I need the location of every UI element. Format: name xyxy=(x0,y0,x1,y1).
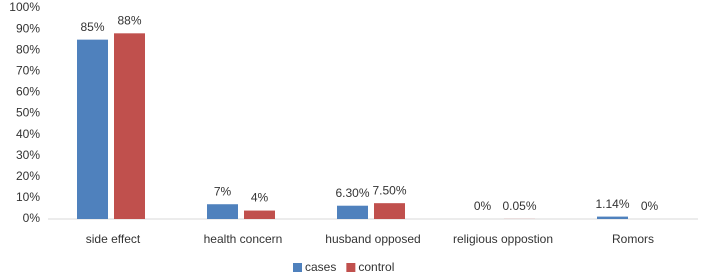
y-tick-label: 90% xyxy=(16,21,40,35)
y-tick-label: 30% xyxy=(16,148,40,162)
bar xyxy=(207,204,238,219)
y-tick-label: 10% xyxy=(16,190,40,204)
y-tick-label: 40% xyxy=(16,127,40,141)
y-tick-label: 60% xyxy=(16,85,40,99)
value-label: 6.30% xyxy=(335,186,369,200)
bar xyxy=(114,33,145,219)
legend-swatch xyxy=(346,263,355,272)
bar xyxy=(597,217,628,219)
value-label: 7.50% xyxy=(372,183,406,197)
value-label: 0% xyxy=(474,199,492,213)
bar xyxy=(77,40,108,219)
x-tick-label: side effect xyxy=(86,232,141,246)
x-tick-label: health concern xyxy=(204,232,283,246)
x-tick-label: Romors xyxy=(612,232,654,246)
x-tick-label: religious oppostion xyxy=(453,232,553,246)
value-label: 7% xyxy=(214,184,232,198)
value-label: 0.05% xyxy=(502,199,536,213)
value-label: 85% xyxy=(80,20,104,34)
value-label: 0% xyxy=(641,199,659,213)
y-tick-label: 20% xyxy=(16,169,40,183)
legend-swatch xyxy=(293,263,302,272)
value-label: 4% xyxy=(251,191,269,205)
y-tick-label: 80% xyxy=(16,42,40,56)
bar xyxy=(337,206,368,219)
x-tick-label: husband opposed xyxy=(325,232,420,246)
legend-label: cases xyxy=(305,260,336,274)
legend-label: control xyxy=(358,260,394,274)
y-tick-label: 100% xyxy=(9,0,40,14)
y-tick-label: 0% xyxy=(23,211,41,225)
y-tick-label: 70% xyxy=(16,63,40,77)
value-label: 1.14% xyxy=(595,197,629,211)
bar xyxy=(244,211,275,219)
y-tick-label: 50% xyxy=(16,106,40,120)
value-label: 88% xyxy=(117,13,141,27)
bar xyxy=(374,203,405,219)
